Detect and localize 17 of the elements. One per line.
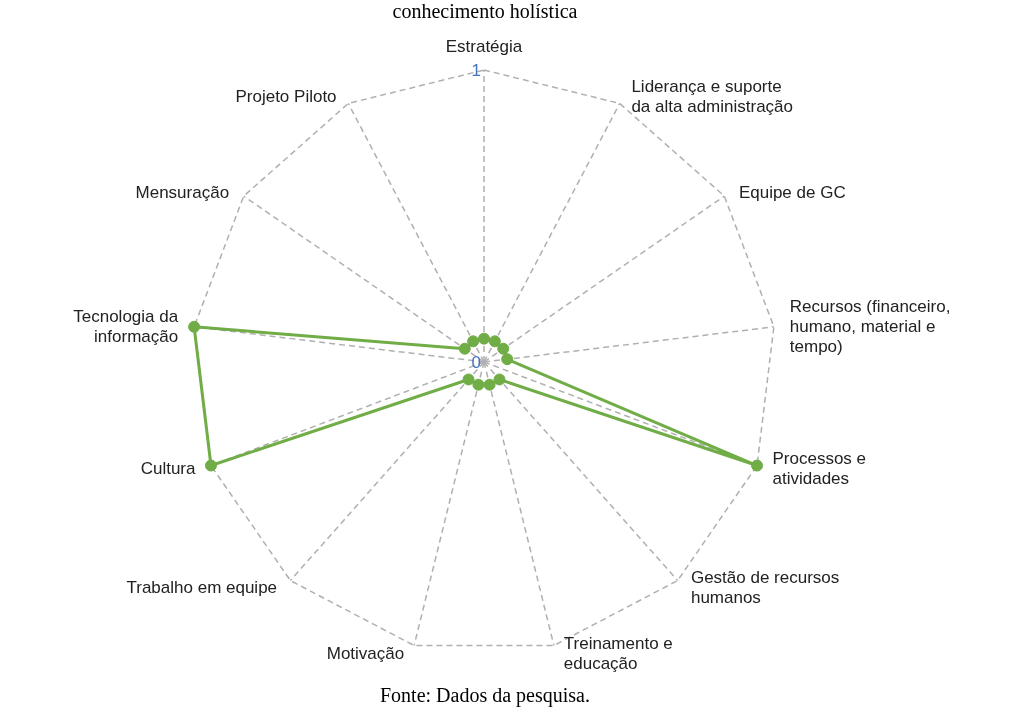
y-tick-label: 0 (471, 353, 481, 372)
spoke-label: Tecnologia da informação (73, 306, 179, 346)
spoke-label: Projeto Piloto (235, 87, 337, 107)
spoke-label: Cultura (140, 459, 197, 479)
spoke-label: Equipe de GC (738, 182, 846, 202)
source-note: Fonte: Dados da pesquisa. (379, 684, 591, 707)
spoke-label: Mensuração (135, 182, 230, 202)
spoke-label: Gestão de recursos humanos (690, 567, 840, 607)
chart-title: conhecimento holística (391, 0, 579, 22)
spoke-label: Motivação (326, 644, 405, 664)
spoke-label: Trabalho em equipe (126, 577, 278, 597)
y-tick-label: 1 (471, 61, 481, 80)
spoke-label: Treinamento e educação (563, 634, 673, 674)
spoke-label: Estratégia (445, 37, 523, 56)
spoke-label: Liderança e suporte da alta administração (631, 77, 794, 117)
spoke-label: Processos e atividades (772, 449, 867, 489)
spoke-label: Recursos (financeiro, humano, material e tempo) (789, 296, 951, 356)
